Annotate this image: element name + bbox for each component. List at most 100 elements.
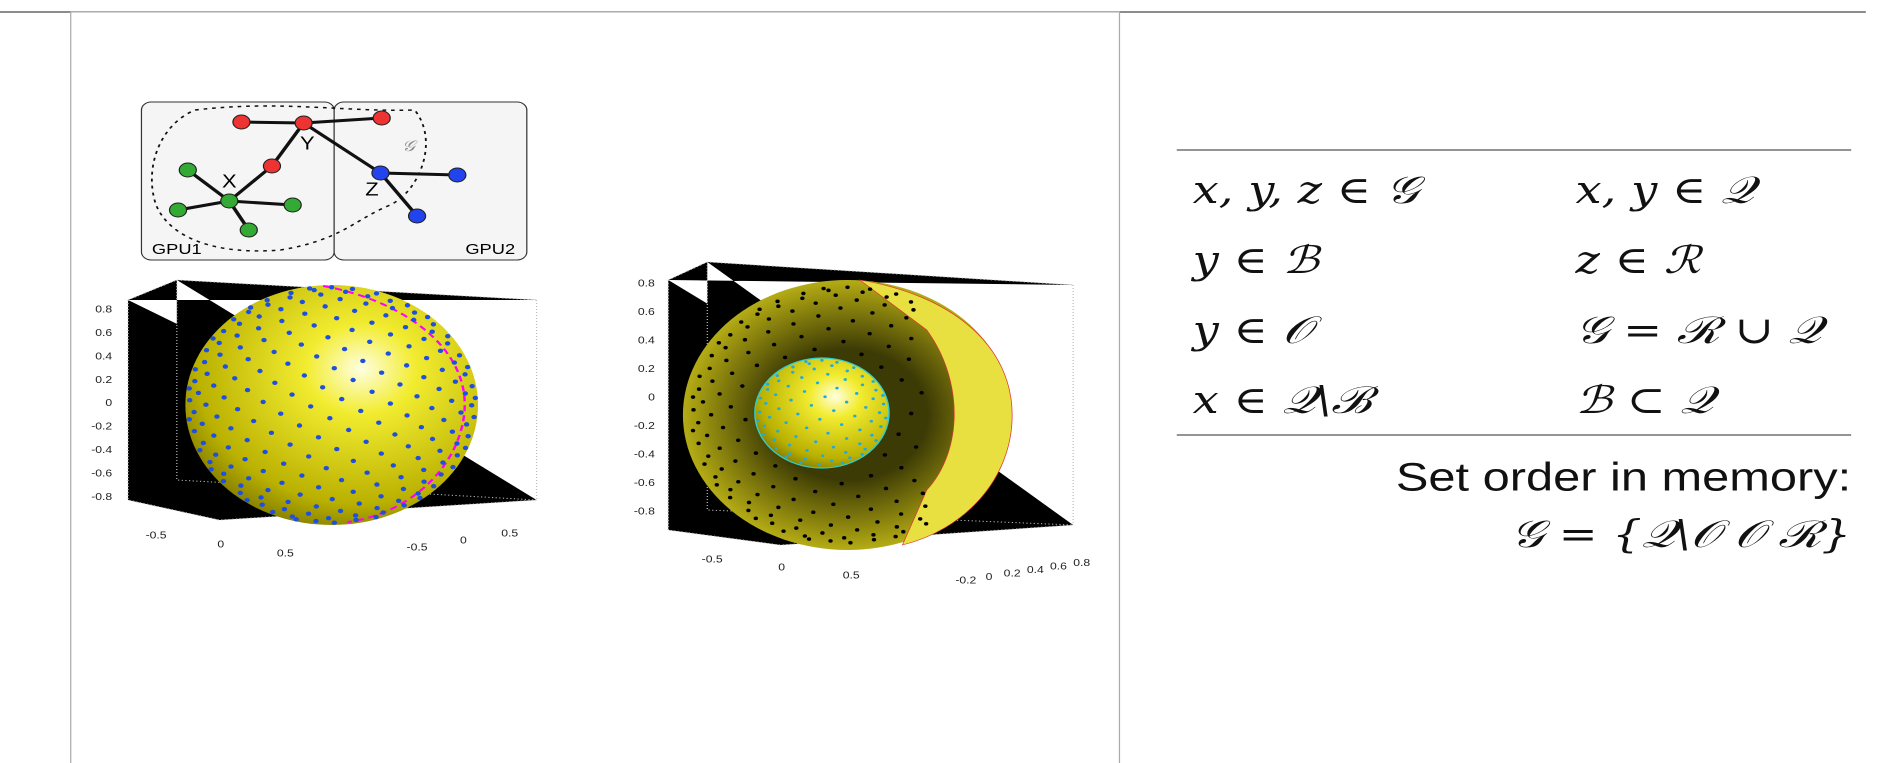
mesh-point <box>832 409 835 412</box>
mesh-point <box>868 287 872 291</box>
mesh-point <box>855 528 859 532</box>
mesh-point <box>768 416 771 419</box>
mesh-point <box>813 490 817 494</box>
mesh-point <box>256 326 261 330</box>
mesh-point <box>258 495 263 499</box>
mesh-point <box>445 334 450 338</box>
mesh-point <box>816 314 820 318</box>
z-tick-label: -0.2 <box>91 422 112 433</box>
mesh-point <box>817 463 820 466</box>
mesh-point <box>438 472 443 476</box>
mesh-point <box>757 307 761 311</box>
mesh-point <box>187 386 192 390</box>
y-tick-label: 0.2 <box>1004 569 1021 580</box>
mesh-point <box>265 488 270 492</box>
mesh-point <box>821 454 824 457</box>
mesh-point <box>790 309 794 313</box>
mesh-point <box>314 504 319 508</box>
mesh-point <box>326 516 331 520</box>
mesh-point <box>871 397 874 400</box>
mesh-point <box>308 404 313 408</box>
mesh-point <box>791 498 795 502</box>
mesh-point <box>440 368 445 372</box>
y-tick-label: 0.5 <box>501 529 518 540</box>
z-tick-label: 0.6 <box>638 307 655 318</box>
mesh-point <box>257 369 262 373</box>
mesh-point <box>755 364 759 368</box>
mesh-point <box>289 392 294 396</box>
mesh-point <box>279 319 284 323</box>
mesh-point <box>401 487 406 491</box>
mesh-point <box>921 492 925 496</box>
mesh-point <box>398 475 403 479</box>
mesh-point <box>231 317 236 321</box>
mesh-point <box>861 383 864 386</box>
mesh-point <box>775 300 779 304</box>
mesh-point <box>879 425 882 428</box>
mesh-point <box>441 418 446 422</box>
z-tick-label: 0.4 <box>638 336 655 347</box>
mesh-point <box>808 362 811 365</box>
mesh-point <box>223 364 228 368</box>
mesh-point <box>743 418 747 422</box>
x-tick-label: 0.5 <box>277 549 294 560</box>
y-tick-label: 0.6 <box>1050 562 1067 573</box>
mesh-point <box>771 485 775 489</box>
mesh-point <box>221 472 226 476</box>
mesh-point <box>830 364 833 367</box>
mesh-point <box>826 327 830 331</box>
mesh-point <box>807 537 811 541</box>
mesh-point <box>265 303 270 307</box>
mesh-point <box>874 439 877 442</box>
mesh-point <box>746 509 750 513</box>
mesh-point <box>311 323 316 327</box>
mesh-point <box>302 311 307 315</box>
mesh-point <box>465 365 470 369</box>
mesh-point <box>848 456 851 459</box>
mesh-point <box>784 421 787 424</box>
mesh-point <box>197 448 202 452</box>
mesh-point <box>287 442 292 446</box>
mesh-point <box>452 360 457 364</box>
mesh-point <box>327 416 332 420</box>
mesh-point <box>221 329 226 333</box>
mesh-point <box>776 430 779 433</box>
mesh-point <box>246 476 251 480</box>
mesh-point <box>261 338 266 342</box>
mesh-point <box>721 426 725 430</box>
mesh-point <box>798 518 802 522</box>
page: X Y Z 𝒢 GPU1 GPU2 0.80.60.40.20-0.2-0.4-… <box>0 0 1878 763</box>
mesh-point <box>820 531 824 535</box>
mesh-point <box>337 297 342 301</box>
mesh-point <box>386 351 391 355</box>
mesh-point <box>211 383 216 387</box>
mesh-point <box>192 379 197 383</box>
mesh-point <box>412 310 417 314</box>
mesh-point <box>445 341 450 345</box>
mesh-point <box>376 421 381 425</box>
mesh-point <box>383 313 388 317</box>
mesh-point <box>293 517 298 521</box>
mesh-point <box>766 330 770 334</box>
mesh-point <box>747 501 751 505</box>
mesh-point <box>884 417 887 420</box>
mesh-point <box>803 390 806 393</box>
mesh-point <box>316 435 321 439</box>
mesh-point <box>425 315 430 319</box>
z-tick-label: -0.4 <box>634 450 655 461</box>
mesh-point <box>210 336 215 340</box>
z-tick-label: 0.8 <box>638 279 655 290</box>
mesh-point <box>351 459 356 463</box>
mesh-point <box>450 465 455 469</box>
mesh-point <box>846 515 850 519</box>
mesh-point <box>800 376 803 379</box>
mesh-point <box>816 381 819 384</box>
mesh-point <box>791 371 794 374</box>
mesh-point <box>799 461 802 464</box>
mesh-point <box>300 300 305 304</box>
mesh-point <box>713 475 717 479</box>
mesh-point <box>339 478 344 482</box>
mesh-point <box>691 408 695 412</box>
z-tick-label: -0.2 <box>634 421 655 432</box>
